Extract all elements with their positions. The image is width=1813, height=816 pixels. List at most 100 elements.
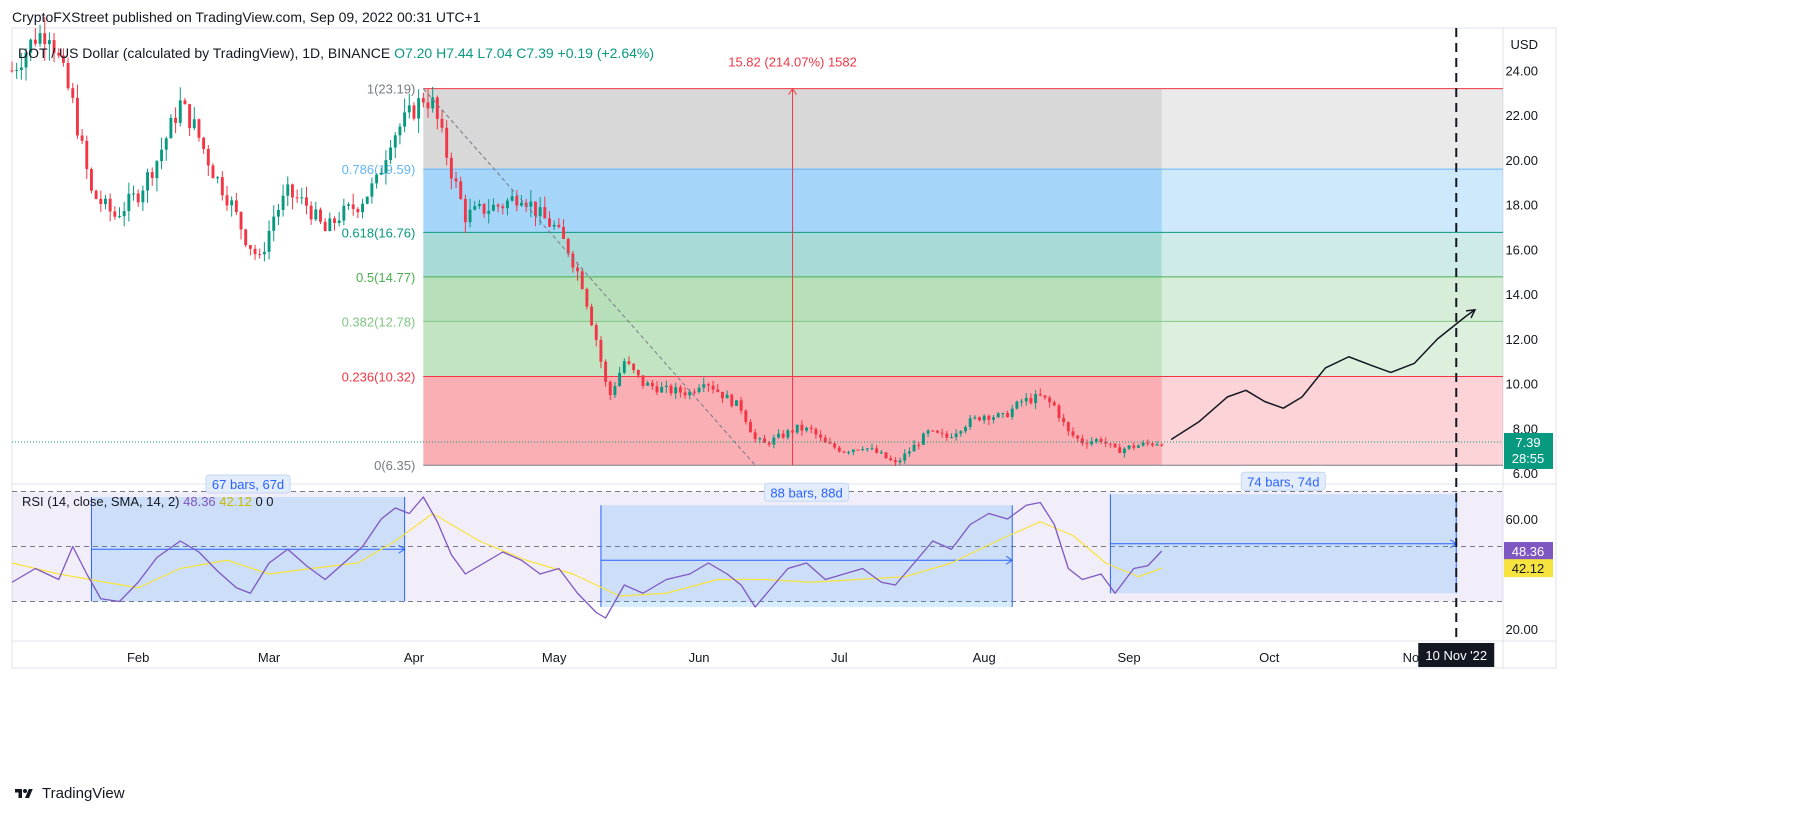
candle-body — [351, 204, 355, 209]
candle-body — [253, 248, 257, 255]
ohlc-low: L7.04 — [477, 45, 516, 61]
candle-body — [515, 196, 519, 206]
price-tick-label: 24.00 — [1505, 63, 1538, 78]
candle-body — [24, 52, 28, 68]
candle-body — [711, 385, 715, 390]
candle-body — [692, 391, 696, 393]
candle-body — [510, 196, 514, 201]
candle-body — [1104, 441, 1108, 444]
candle-body — [459, 181, 463, 199]
candle-body — [571, 253, 575, 268]
rsi-line — [11, 496, 1163, 619]
candle-body — [323, 221, 327, 232]
candle-body — [57, 52, 61, 56]
candle-body — [342, 205, 346, 221]
bar-measure-label: 67 bars, 67d — [212, 477, 284, 492]
time-tick-label: Feb — [127, 650, 149, 665]
candle-body — [197, 119, 201, 138]
candle-body — [893, 460, 897, 463]
candle-body — [805, 427, 809, 431]
rsi-legend-sma: 42.12 — [219, 494, 255, 509]
fib-level-label: 0(6.35) — [374, 458, 415, 473]
candle-body — [1080, 438, 1084, 444]
candle-body — [622, 361, 626, 373]
rsi-legend: RSI (14, close, SMA, 14, 2) 48.36 42.12 … — [22, 494, 274, 509]
candle-body — [272, 216, 276, 231]
candle-body — [566, 238, 570, 254]
candle-body — [1155, 444, 1159, 446]
candle-body — [19, 67, 23, 71]
candle-body — [786, 430, 790, 438]
fib-zone-extension — [1161, 276, 1503, 322]
price-tick-label: 8.00 — [1513, 421, 1538, 436]
price-tick-label: 14.00 — [1505, 287, 1538, 302]
candle-body — [160, 149, 164, 162]
symbol-legend: DOT / US Dollar (calculated by TradingVi… — [18, 45, 654, 61]
candle-body — [959, 431, 963, 434]
candle-body — [1048, 397, 1052, 403]
candle-body — [1108, 443, 1112, 445]
footer-brand[interactable]: TradingView — [12, 785, 125, 802]
candle-body — [1141, 442, 1145, 446]
candle-body — [903, 453, 907, 461]
bar-measure-box — [600, 505, 1013, 607]
candle-body — [85, 140, 89, 170]
candle-body — [585, 288, 589, 307]
candle-body — [1052, 402, 1056, 406]
candle-body — [421, 98, 425, 103]
candle-body — [136, 193, 140, 203]
price-tick-label: 10.00 — [1505, 377, 1538, 392]
candle-body — [1136, 445, 1140, 448]
candle-body — [851, 449, 855, 452]
candle-body — [286, 184, 290, 196]
candle-body — [426, 102, 430, 109]
candle-body — [1024, 397, 1028, 402]
candle-body — [276, 209, 280, 217]
candle-body — [412, 105, 416, 119]
candle-body — [548, 218, 551, 227]
candle-body — [356, 208, 360, 213]
candle-body — [449, 157, 453, 179]
candle-body — [309, 205, 313, 220]
candle-body — [660, 386, 664, 393]
measure-arrow-head — [788, 87, 797, 95]
candle-body — [800, 424, 804, 431]
candle-body — [295, 197, 299, 199]
bar-measure-arrow-head — [398, 544, 406, 554]
candle-body — [393, 135, 397, 148]
measure-label: 15.82 (214.07%) 1582 — [728, 55, 857, 70]
rsi-pane: 67 bars, 67d 88 bars, 88d 74 bars, 74d — [11, 471, 1503, 619]
publish-header: CryptoFXStreet published on TradingView.… — [12, 9, 481, 25]
ohlc-close: C7.39 — [516, 45, 557, 61]
bar-measure-label-bg — [1240, 471, 1326, 491]
candle-body — [982, 415, 986, 421]
candle-body — [772, 437, 776, 445]
candle-body — [267, 230, 271, 252]
candle-body — [534, 201, 537, 217]
candle-body — [113, 211, 117, 217]
candle-body — [43, 33, 47, 45]
candle-body — [1062, 418, 1066, 423]
candle-body — [744, 410, 748, 422]
rsi-tick-label: 20.00 — [1505, 622, 1538, 637]
candle-body — [767, 442, 771, 445]
candle-body — [604, 361, 608, 382]
candle-body — [225, 195, 229, 206]
candle-body — [328, 218, 332, 232]
fib-zone-extension — [1161, 376, 1503, 466]
candle-body — [674, 387, 678, 394]
candle-body — [314, 209, 318, 220]
candle-body — [370, 183, 374, 197]
candle-body — [1151, 443, 1154, 446]
candle-body — [491, 204, 495, 211]
candle-body — [950, 437, 953, 439]
candle-body — [99, 198, 103, 205]
candle-body — [477, 203, 481, 207]
candle-body — [678, 387, 682, 393]
candle-body — [66, 62, 70, 89]
candle-body — [1038, 394, 1042, 396]
candle-body — [912, 444, 916, 452]
candle-body — [33, 39, 37, 44]
time-tick-label: Jun — [689, 650, 710, 665]
